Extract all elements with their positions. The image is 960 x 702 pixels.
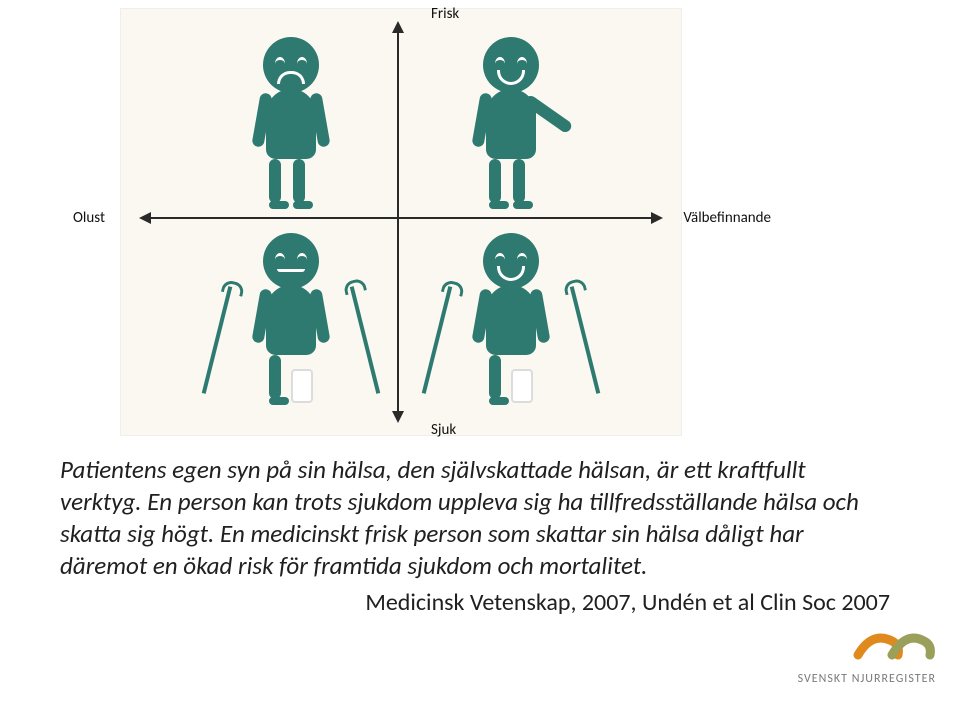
logo-swoosh-icon xyxy=(852,621,936,670)
leg-cast-icon xyxy=(511,369,533,403)
figure-frisk-valbefinnande xyxy=(451,37,571,209)
logo-text: SVENSKT NJURREGISTER xyxy=(798,672,936,686)
crutch-icon xyxy=(422,286,452,394)
brand-logo: SVENSKT NJURREGISTER xyxy=(798,621,936,686)
caption-source: Medicinsk Vetenskap, 2007, Undén et al C… xyxy=(60,588,890,619)
caption-text: Patientens egen syn på sin hälsa, den sj… xyxy=(60,454,859,581)
health-axis-diagram: Frisk Sjuk Olust Välbefinnande xyxy=(120,8,682,436)
axis-label-right: Välbefinnande xyxy=(683,209,771,227)
crutch-icon xyxy=(350,286,380,394)
crutch-icon xyxy=(202,286,232,394)
crutch-icon xyxy=(570,286,600,394)
axis-label-top: Frisk xyxy=(431,5,459,23)
slide: Frisk Sjuk Olust Välbefinnande xyxy=(0,0,960,702)
figure-frisk-olust xyxy=(231,37,351,209)
caption-paragraph: Patientens egen syn på sin hälsa, den sj… xyxy=(60,454,890,619)
axis-label-left: Olust xyxy=(73,209,105,227)
figure-sjuk-valbefinnande xyxy=(451,233,571,405)
axis-horizontal xyxy=(141,217,661,219)
axis-label-bottom: Sjuk xyxy=(431,421,456,439)
leg-cast-icon xyxy=(291,369,313,403)
axis-vertical xyxy=(397,23,399,421)
figure-sjuk-olust xyxy=(231,233,351,405)
